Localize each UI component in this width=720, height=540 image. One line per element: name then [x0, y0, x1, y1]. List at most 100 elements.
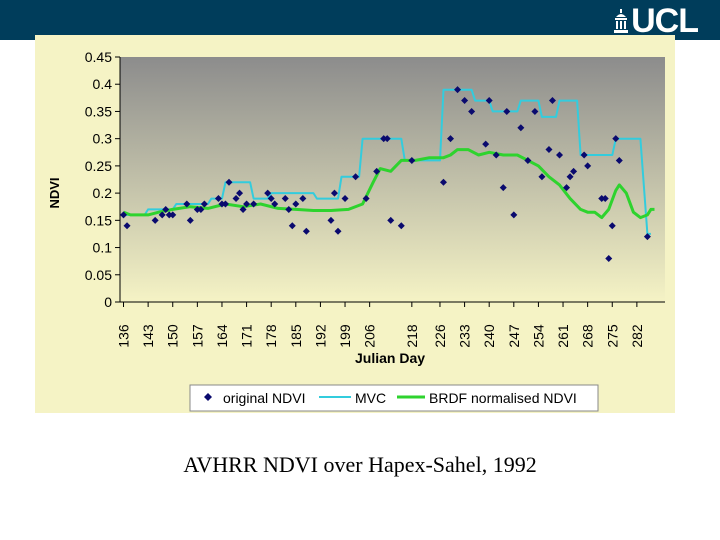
data-point: [545, 146, 553, 154]
y-axis-label: NDVI: [47, 177, 62, 208]
series-line-brdf-normalised-ndvi: [122, 148, 655, 220]
data-point: [285, 205, 293, 213]
data-point: [383, 135, 391, 143]
data-point: [454, 86, 462, 94]
data-point: [439, 178, 447, 186]
data-point: [169, 211, 177, 219]
data-point: [151, 216, 159, 224]
logo-text: UCL: [631, 2, 699, 40]
data-point: [492, 151, 500, 159]
data-point: [570, 167, 578, 175]
y-tick-label: 0.1: [93, 240, 113, 256]
slide-caption: AVHRR NDVI over Hapex-Sahel, 1992: [183, 452, 537, 477]
data-point: [584, 162, 592, 170]
data-point: [193, 205, 201, 213]
legend-label-original-ndvi: original NDVI: [223, 390, 305, 406]
x-tick-label: 185: [288, 324, 304, 348]
chart-canvas: 0 0.05 0.1 0.15 0.2 0.25 0.3 0.35 0.4 0.45 136 143…: [35, 35, 675, 413]
x-tick-label: 143: [140, 324, 156, 348]
data-point: [299, 195, 307, 203]
data-point: [408, 156, 416, 164]
x-tick-label: 268: [580, 324, 596, 348]
y-tick-label: 0.15: [85, 212, 112, 228]
data-point: [327, 216, 335, 224]
x-tick-label: 240: [481, 324, 497, 348]
x-tick-label: 233: [457, 324, 473, 348]
legend-box: [189, 384, 599, 412]
y-tick-label: 0.4: [93, 76, 113, 92]
data-point: [232, 195, 240, 203]
data-point: [197, 205, 205, 213]
data-point: [214, 195, 222, 203]
data-point: [218, 200, 226, 208]
data-point: [387, 216, 395, 224]
plot-area: [120, 57, 665, 302]
data-point: [373, 167, 381, 175]
x-tick-label: 150: [165, 324, 181, 348]
x-axis: 136 143 150 157 164 171 178 185 192 199 206 218 226 2…: [116, 301, 665, 348]
x-tick-label: 171: [239, 324, 255, 348]
ndvi-chart: 0 0.05 0.1 0.15 0.2 0.25 0.3 0.35 0.4 0.45 136 143…: [35, 35, 675, 413]
data-point: [566, 173, 574, 181]
data-point: [524, 156, 532, 164]
x-tick-label: 261: [555, 324, 571, 348]
data-point: [225, 178, 233, 186]
data-point: [250, 200, 258, 208]
data-point: [221, 200, 229, 208]
header-bar: UCL: [0, 0, 720, 40]
data-point: [186, 216, 194, 224]
data-point: [123, 222, 131, 230]
data-point: [615, 156, 623, 164]
y-tick-label: 0.3: [93, 131, 113, 147]
y-tick-label: 0.05: [85, 267, 112, 283]
x-tick-label: 164: [214, 324, 230, 348]
y-tick-label: 0.45: [85, 49, 112, 65]
data-point: [510, 211, 518, 219]
data-point: [362, 195, 370, 203]
ucl-portico-icon: [614, 9, 629, 33]
data-point: [517, 124, 525, 132]
y-tick-label: 0.25: [85, 158, 112, 174]
data-point: [601, 195, 609, 203]
data-point: [380, 135, 388, 143]
data-point: [485, 97, 493, 105]
data-point: [612, 135, 620, 143]
data-point: [608, 222, 616, 230]
data-point: [183, 200, 191, 208]
data-point: [538, 173, 546, 181]
data-point: [267, 195, 275, 203]
ucl-logo: UCL: [614, 2, 699, 40]
data-point: [563, 184, 571, 192]
data-point: [447, 135, 455, 143]
legend-label-mvc: MVC: [355, 390, 386, 406]
x-axis-label: Julian Day: [355, 350, 425, 366]
data-point: [334, 227, 342, 235]
data-point: [556, 151, 564, 159]
data-point: [397, 222, 405, 230]
x-tick-label: 199: [337, 324, 353, 348]
data-point: [271, 200, 279, 208]
legend-marker-original-ndvi: [204, 393, 212, 401]
data-point: [239, 205, 247, 213]
x-tick-label: 247: [506, 324, 522, 348]
data-point: [580, 151, 588, 159]
data-point: [605, 254, 613, 262]
y-axis: 0 0.05 0.1 0.15 0.2 0.25 0.3 0.35 0.4 0.45: [85, 49, 121, 310]
x-tick-label: 157: [189, 324, 205, 348]
x-tick-label: 275: [604, 324, 620, 348]
data-point: [499, 184, 507, 192]
data-point: [598, 195, 606, 203]
y-tick-label: 0.35: [85, 103, 112, 119]
x-tick-label: 206: [362, 324, 378, 348]
x-tick-label: 178: [263, 324, 279, 348]
data-point: [548, 97, 556, 105]
data-point: [292, 200, 300, 208]
series-points: [120, 86, 651, 262]
x-tick-label: 136: [116, 324, 132, 348]
legend-label-brdf: BRDF normalised NDVI: [429, 390, 577, 406]
data-point: [461, 97, 469, 105]
legend: original NDVI MVC BRDF normalised NDVI: [189, 384, 599, 412]
data-point: [236, 189, 244, 197]
data-point: [643, 233, 651, 241]
data-point: [158, 211, 166, 219]
